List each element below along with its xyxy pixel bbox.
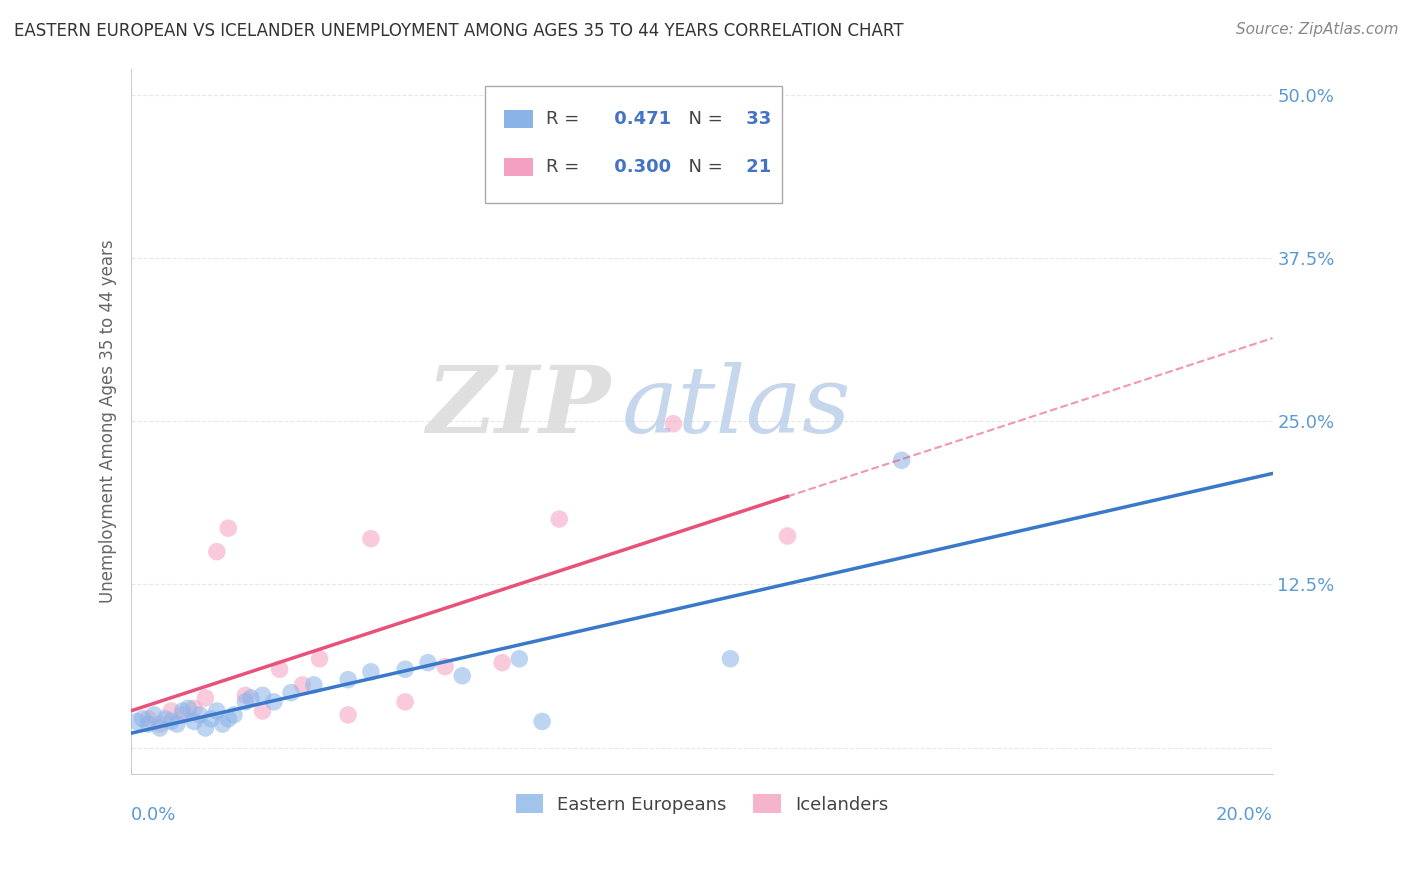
Point bbox=[149, 717, 172, 731]
Point bbox=[360, 532, 382, 546]
Point bbox=[183, 714, 205, 729]
Text: 21: 21 bbox=[740, 158, 770, 177]
Point bbox=[138, 717, 160, 731]
Text: 0.300: 0.300 bbox=[609, 158, 672, 177]
Text: N =: N = bbox=[676, 158, 728, 177]
Text: 0.471: 0.471 bbox=[609, 111, 672, 128]
Text: 33: 33 bbox=[740, 111, 770, 128]
Text: atlas: atlas bbox=[621, 362, 852, 452]
Point bbox=[252, 689, 274, 703]
Point bbox=[291, 678, 314, 692]
Point bbox=[394, 695, 416, 709]
Point bbox=[222, 707, 245, 722]
Point bbox=[308, 652, 330, 666]
Point bbox=[172, 707, 194, 722]
Point bbox=[434, 659, 457, 673]
FancyBboxPatch shape bbox=[485, 87, 782, 202]
Point bbox=[360, 665, 382, 679]
Point bbox=[263, 695, 285, 709]
Text: 0.0%: 0.0% bbox=[131, 806, 177, 824]
Point bbox=[211, 717, 233, 731]
Point bbox=[776, 529, 799, 543]
Bar bbox=[505, 111, 533, 128]
Point bbox=[280, 686, 302, 700]
Point bbox=[143, 707, 166, 722]
Point bbox=[205, 544, 228, 558]
Point bbox=[177, 701, 200, 715]
Point bbox=[217, 712, 239, 726]
Point bbox=[720, 652, 742, 666]
Point bbox=[252, 704, 274, 718]
Point bbox=[508, 652, 530, 666]
Text: N =: N = bbox=[676, 111, 728, 128]
Point bbox=[172, 704, 194, 718]
Point bbox=[194, 721, 217, 735]
Point bbox=[205, 704, 228, 718]
Point bbox=[131, 712, 153, 726]
Point bbox=[491, 656, 513, 670]
Point bbox=[160, 714, 183, 729]
Point bbox=[149, 721, 172, 735]
Y-axis label: Unemployment Among Ages 35 to 44 years: Unemployment Among Ages 35 to 44 years bbox=[100, 239, 117, 603]
Text: R =: R = bbox=[546, 158, 585, 177]
Point bbox=[138, 712, 160, 726]
Text: ZIP: ZIP bbox=[426, 362, 610, 452]
Point bbox=[166, 717, 188, 731]
Point bbox=[194, 690, 217, 705]
Point bbox=[662, 417, 685, 431]
Point bbox=[269, 662, 291, 676]
Point bbox=[451, 669, 474, 683]
Point bbox=[302, 678, 325, 692]
Point bbox=[235, 695, 257, 709]
Point bbox=[160, 704, 183, 718]
Point bbox=[531, 714, 554, 729]
Text: R =: R = bbox=[546, 111, 585, 128]
Point bbox=[155, 712, 177, 726]
Bar bbox=[505, 159, 533, 176]
Point bbox=[200, 712, 222, 726]
Point bbox=[337, 707, 360, 722]
Point bbox=[337, 673, 360, 687]
Point bbox=[890, 453, 912, 467]
Point bbox=[188, 707, 211, 722]
Legend: Eastern Europeans, Icelanders: Eastern Europeans, Icelanders bbox=[509, 788, 896, 821]
Point bbox=[416, 656, 439, 670]
Text: 20.0%: 20.0% bbox=[1216, 806, 1272, 824]
Text: Source: ZipAtlas.com: Source: ZipAtlas.com bbox=[1236, 22, 1399, 37]
Point bbox=[125, 714, 148, 729]
Point bbox=[217, 521, 239, 535]
Point bbox=[235, 689, 257, 703]
Point bbox=[240, 690, 263, 705]
Point bbox=[183, 701, 205, 715]
Text: EASTERN EUROPEAN VS ICELANDER UNEMPLOYMENT AMONG AGES 35 TO 44 YEARS CORRELATION: EASTERN EUROPEAN VS ICELANDER UNEMPLOYME… bbox=[14, 22, 904, 40]
Point bbox=[548, 512, 571, 526]
Point bbox=[394, 662, 416, 676]
